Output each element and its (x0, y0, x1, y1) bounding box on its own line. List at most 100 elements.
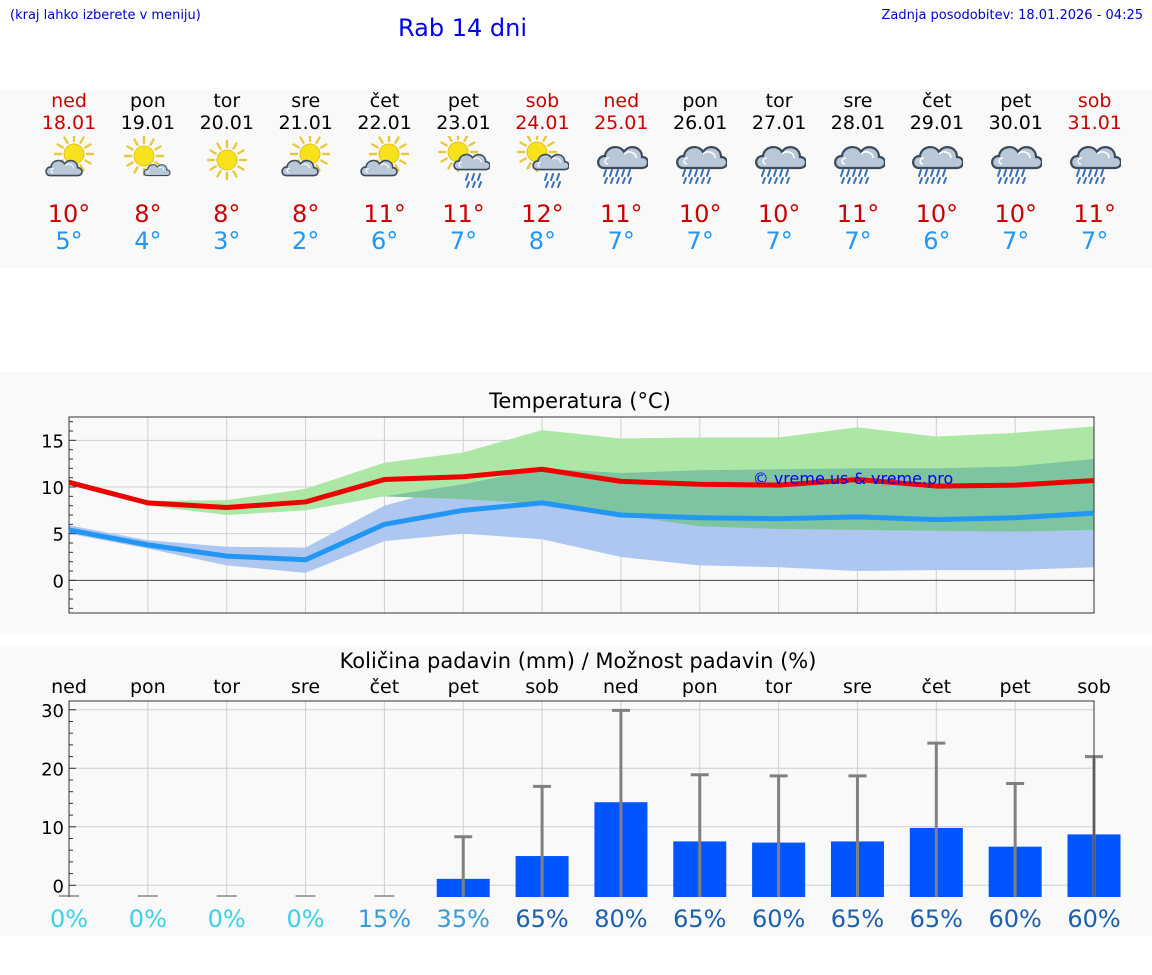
rain-drops (602, 169, 632, 184)
x-tick-label: pet (448, 676, 479, 698)
precip-probability: 35% (437, 905, 490, 933)
sun-shape (438, 136, 479, 173)
rain-drop (785, 177, 790, 184)
location-hint-link[interactable]: (kraj lahko izberete v meniju) (10, 8, 201, 23)
cloud-shape (912, 146, 964, 170)
cloud-highlight (458, 157, 482, 168)
x-tick-label: ned (51, 676, 87, 698)
rain-drop (1082, 169, 1087, 177)
day-name: ned (51, 90, 87, 112)
max-temp: 11° (1073, 200, 1116, 228)
cloud-body (754, 146, 806, 170)
rain-drops (1076, 169, 1106, 184)
sun-small-cloud-icon (124, 136, 171, 177)
rain-drop (840, 177, 845, 184)
sun-ray (371, 143, 380, 149)
rain-drop (761, 177, 766, 184)
y-tick-label: 15 (41, 431, 64, 452)
rain-drop (839, 169, 844, 177)
daily-forecast-panel: ned 18.01 10° 5° pon 19.01 8° 4° tor 20.01 8° 3° sre… (0, 90, 1152, 268)
sun-disc (133, 145, 155, 167)
sun-cloud-icon (44, 136, 94, 177)
precip-probability: 0% (129, 905, 167, 933)
sun-ray (394, 164, 400, 172)
max-temp: 10° (678, 200, 722, 228)
last-updated: Zadnja posodobitev: 18.01.2026 - 04:25 (881, 8, 1143, 23)
min-temp: 2° (292, 227, 320, 255)
cloud-body (360, 159, 398, 177)
rain-cloud-icon (1070, 146, 1122, 184)
rain-drop (1016, 177, 1021, 184)
rain-drop (851, 169, 856, 177)
min-temp: 7° (844, 227, 872, 255)
cloud-body (143, 164, 171, 177)
precip-probability: 15% (358, 905, 411, 933)
sun-ray (55, 143, 64, 149)
rain-drop (845, 169, 850, 177)
cloud-body (281, 159, 319, 177)
day-date: 21.01 (278, 112, 333, 134)
precip-probability: 60% (1067, 905, 1120, 933)
rain-drop (626, 169, 631, 177)
rain-drop (1003, 169, 1008, 177)
y-tick-label: 20 (41, 759, 64, 780)
y-tick-label: 10 (41, 478, 64, 499)
day-date: 19.01 (120, 112, 176, 134)
min-temp: 6° (370, 227, 399, 255)
rain-drops (681, 169, 711, 184)
sun-ray (83, 143, 92, 149)
sun-ray (149, 138, 156, 146)
rain-drop (778, 169, 783, 177)
sun-ray (216, 170, 222, 178)
cloud-highlight (147, 166, 165, 174)
sun-shape (289, 136, 331, 175)
rain-cloud-icon (991, 146, 1043, 184)
temperature-panel: Temperatura (°C) 0 5 10 15 © vreme.us & vreme… (0, 372, 1152, 634)
day-date: 30.01 (988, 112, 1043, 134)
max-temp: 8° (213, 200, 241, 228)
sun-shape (207, 139, 248, 181)
rain-drop (937, 177, 942, 184)
rain-drop (615, 177, 620, 184)
rain-drop (784, 169, 789, 177)
rain-drop (471, 173, 475, 181)
cloud-body (596, 146, 648, 170)
sun-rain-cloud-icon (516, 136, 569, 188)
rain-drop (1089, 177, 1094, 184)
sun-ray (315, 136, 321, 144)
y-tick-label: 0 (53, 571, 64, 592)
rain-drop (687, 169, 692, 177)
day-name: ned (603, 90, 640, 112)
rain-drop (550, 181, 555, 188)
sun-ray (154, 145, 163, 151)
rain-drop (620, 169, 625, 177)
sun-shape (53, 136, 94, 175)
cloud-body (991, 146, 1043, 170)
sun-rain-cloud-icon (438, 136, 490, 188)
day-name: čet (922, 90, 952, 112)
rain-drop (688, 177, 693, 184)
rain-drop (918, 169, 923, 177)
sun-ray (232, 170, 238, 178)
max-temp: 10° (994, 200, 1038, 228)
day-name: sob (1077, 90, 1112, 112)
sun-ray (232, 142, 238, 150)
days-row: ned 18.01 10° 5° pon 19.01 8° 4° tor 20.01 8° 3° sre… (0, 90, 1152, 268)
day-date: 22.01 (357, 112, 412, 134)
precip-probability: 60% (988, 905, 1041, 933)
chart-title: Temperatura (°C) (488, 389, 671, 413)
rain-drop (1004, 177, 1009, 184)
day-date: 29.01 (909, 112, 965, 134)
sun-ray (399, 159, 407, 165)
sun-ray (78, 136, 85, 144)
day-name: pet (447, 90, 480, 112)
sun-ray (447, 162, 453, 170)
rain-drop (472, 181, 476, 188)
x-tick-label: čet (370, 676, 400, 698)
rain-drop (603, 177, 608, 184)
rain-drop (1088, 169, 1093, 177)
cloud-body (675, 146, 727, 170)
cloud-shape (360, 159, 398, 177)
y-tick-label: 5 (53, 525, 64, 546)
min-temp: 6° (923, 227, 951, 255)
